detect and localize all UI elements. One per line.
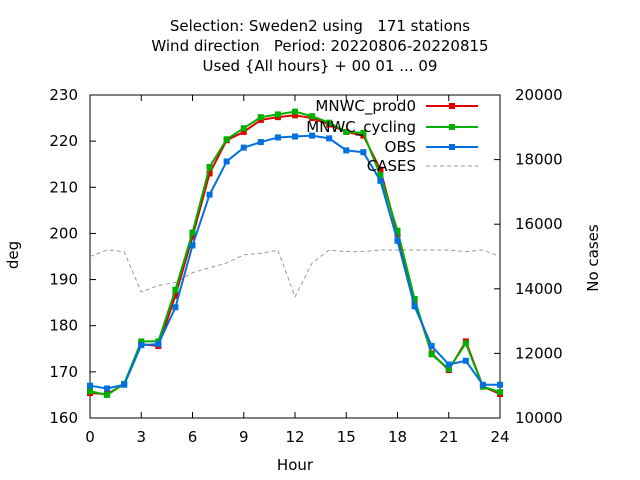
data-point-mnwc-cycling: [445, 366, 452, 373]
legend-label: MNWC_prod0: [315, 97, 416, 116]
data-point-mnwc-prod0: [292, 112, 298, 119]
y-axis-label: deg: [4, 241, 22, 269]
legend-swatch-marker: [449, 103, 455, 109]
y2-tick-label: 16000: [515, 215, 563, 233]
data-point-mnwc-cycling: [240, 125, 247, 132]
x-axis-label: Hour: [277, 456, 314, 474]
data-point-mnwc-prod0: [172, 292, 179, 299]
data-point-mnwc-prod0: [189, 233, 196, 240]
legend-label: OBS: [385, 138, 416, 156]
x-tick-label: 24: [490, 428, 509, 446]
data-point-obs: [343, 147, 350, 154]
chart-title-line-1: Selection: Sweden2 using 171 stations: [169, 17, 471, 35]
data-point-obs: [497, 381, 503, 388]
x-tick-label: 12: [285, 428, 304, 446]
y2-axis-label: No cases: [584, 224, 602, 292]
legend-swatch-marker: [449, 144, 455, 150]
plot-frame: [89, 94, 501, 419]
data-point-mnwc-cycling: [497, 389, 503, 396]
data-point-obs: [411, 303, 418, 310]
data-point-obs: [172, 304, 179, 311]
chart-title-line-2: Wind direction Period: 20220806-20220815: [151, 37, 489, 55]
data-point-mnwc-prod0: [377, 166, 384, 173]
series-line-cases: [89, 249, 501, 298]
data-point-obs: [462, 357, 469, 364]
y2-tick-label: 20000: [515, 86, 563, 104]
data-point-obs: [428, 343, 435, 350]
data-point-mnwc-cycling: [104, 391, 111, 398]
chart-title-line-3: Used {All hours} + 00 01 ... 09: [202, 57, 438, 75]
data-point-obs: [121, 381, 128, 388]
data-point-obs: [257, 139, 264, 146]
data-point-mnwc-cycling: [274, 111, 281, 118]
data-point-mnwc-cycling: [292, 108, 298, 115]
data-point-mnwc-cycling: [326, 119, 333, 126]
x-tick-label: 15: [337, 428, 356, 446]
legend-label: MNWC_cycling: [306, 118, 416, 137]
data-point-mnwc-cycling: [428, 351, 435, 358]
y-tick-label: 220: [49, 132, 78, 150]
data-point-obs: [445, 361, 452, 368]
x-tick-label: 3: [136, 428, 146, 446]
data-point-obs: [155, 341, 162, 348]
data-point-obs: [240, 144, 247, 151]
data-point-obs: [360, 149, 367, 156]
data-point-obs: [292, 133, 298, 140]
data-point-mnwc-cycling: [309, 113, 316, 120]
data-point-mnwc-cycling: [206, 163, 213, 170]
data-point-mnwc-cycling: [223, 136, 230, 143]
series-line-obs: [89, 134, 500, 390]
data-point-obs: [104, 385, 111, 392]
data-point-obs: [309, 132, 316, 139]
y-tick-label: 230: [49, 86, 78, 104]
data-point-mnwc-cycling: [411, 295, 418, 302]
data-point-mnwc-prod0: [206, 170, 213, 177]
data-point-obs: [138, 342, 145, 349]
y-tick-label: 210: [49, 178, 78, 196]
y-tick-label: 160: [49, 409, 78, 427]
data-point-mnwc-cycling: [257, 114, 264, 121]
y2-tick-label: 12000: [515, 344, 563, 362]
data-point-obs: [377, 177, 384, 184]
data-point-mnwc-cycling: [360, 129, 367, 136]
data-point-obs: [326, 135, 333, 142]
y-tick-label: 190: [49, 271, 78, 289]
data-point-obs: [223, 158, 230, 165]
data-point-mnwc-cycling: [462, 340, 469, 347]
x-tick-label: 0: [85, 428, 95, 446]
y2-tick-label: 10000: [515, 409, 563, 427]
data-point-mnwc-prod0: [240, 128, 247, 135]
legend-label: CASES: [367, 157, 416, 175]
data-point-obs: [87, 382, 93, 389]
x-tick-label: 6: [188, 428, 198, 446]
x-tick-label: 18: [388, 428, 407, 446]
data-point-obs: [479, 381, 486, 388]
y-tick-label: 200: [49, 224, 78, 242]
y2-tick-label: 18000: [515, 151, 563, 169]
data-point-mnwc-cycling: [189, 229, 196, 236]
data-point-obs: [206, 191, 213, 198]
data-point-mnwc-cycling: [377, 172, 384, 179]
y-tick-label: 180: [49, 317, 78, 335]
x-tick-label: 21: [439, 428, 458, 446]
axes-group: 0 3 6 9 12 15 18 21 24 160 170 180 190 200 210 220 230 10…: [49, 86, 562, 446]
data-point-obs: [394, 237, 401, 244]
y2-tick-label: 14000: [515, 280, 563, 298]
series-group: [87, 108, 503, 398]
data-point-obs: [274, 134, 281, 141]
y-tick-label: 170: [49, 363, 78, 381]
data-point-mnwc-cycling: [172, 286, 179, 293]
data-point-mnwc-cycling: [138, 338, 145, 345]
data-point-mnwc-cycling: [87, 388, 93, 395]
legend-swatch-marker: [449, 124, 455, 130]
data-point-mnwc-cycling: [394, 227, 401, 234]
x-tick-label: 9: [239, 428, 249, 446]
data-point-mnwc-cycling: [343, 128, 350, 135]
data-point-obs: [189, 242, 196, 249]
